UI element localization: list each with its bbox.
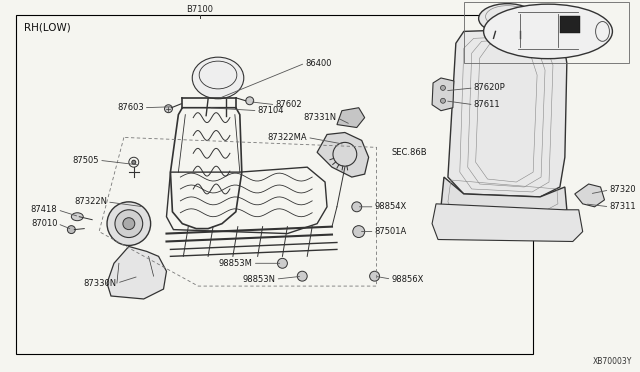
Text: 87611: 87611 bbox=[474, 100, 500, 109]
Circle shape bbox=[440, 86, 445, 90]
Ellipse shape bbox=[71, 213, 83, 221]
Circle shape bbox=[352, 202, 362, 212]
Polygon shape bbox=[337, 108, 365, 128]
Ellipse shape bbox=[192, 57, 244, 99]
Text: 87330N: 87330N bbox=[84, 279, 117, 288]
Circle shape bbox=[123, 218, 135, 230]
Polygon shape bbox=[432, 204, 582, 241]
Text: 86400: 86400 bbox=[305, 59, 332, 68]
Text: 87311: 87311 bbox=[609, 202, 636, 211]
Ellipse shape bbox=[484, 4, 612, 59]
Text: 87505: 87505 bbox=[72, 156, 99, 165]
Circle shape bbox=[440, 98, 445, 103]
Bar bbox=[464, 2, 629, 63]
Text: B7100: B7100 bbox=[186, 4, 213, 13]
Polygon shape bbox=[107, 246, 166, 299]
Ellipse shape bbox=[479, 4, 536, 33]
Text: 87322MA: 87322MA bbox=[268, 133, 307, 142]
Text: RH(LOW): RH(LOW) bbox=[24, 23, 70, 32]
Text: 87602: 87602 bbox=[275, 100, 302, 109]
Bar bbox=[16, 15, 532, 354]
Text: 98856X: 98856X bbox=[392, 275, 424, 284]
Bar bbox=[560, 16, 580, 33]
Circle shape bbox=[246, 97, 253, 105]
Text: 98853N: 98853N bbox=[243, 275, 275, 284]
Polygon shape bbox=[317, 132, 369, 177]
Circle shape bbox=[107, 202, 150, 246]
Circle shape bbox=[132, 160, 136, 164]
Text: 98853M: 98853M bbox=[219, 259, 253, 268]
Circle shape bbox=[67, 226, 76, 234]
Polygon shape bbox=[448, 28, 567, 197]
Text: 98854X: 98854X bbox=[374, 202, 407, 211]
Text: 87010: 87010 bbox=[31, 219, 58, 228]
Polygon shape bbox=[575, 184, 605, 207]
Text: 87320: 87320 bbox=[609, 186, 636, 195]
Polygon shape bbox=[441, 177, 567, 222]
Polygon shape bbox=[432, 78, 454, 111]
Circle shape bbox=[115, 210, 143, 238]
Circle shape bbox=[370, 271, 380, 281]
Circle shape bbox=[353, 226, 365, 238]
Text: 87322N: 87322N bbox=[74, 198, 107, 206]
Text: 87331N: 87331N bbox=[304, 113, 337, 122]
Circle shape bbox=[164, 105, 172, 113]
Text: XB70003Y: XB70003Y bbox=[593, 357, 632, 366]
Text: SEC.86B: SEC.86B bbox=[392, 148, 427, 157]
Text: 87501A: 87501A bbox=[374, 227, 407, 236]
Text: 87104: 87104 bbox=[258, 106, 284, 115]
Text: 87603: 87603 bbox=[117, 103, 144, 112]
Circle shape bbox=[278, 258, 287, 268]
Text: 87418: 87418 bbox=[31, 205, 58, 214]
Circle shape bbox=[298, 271, 307, 281]
Text: 87620P: 87620P bbox=[474, 83, 506, 92]
